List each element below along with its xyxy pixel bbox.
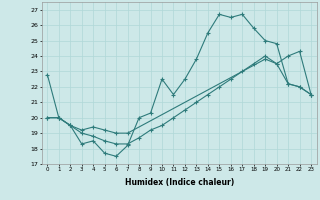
X-axis label: Humidex (Indice chaleur): Humidex (Indice chaleur) xyxy=(124,178,234,187)
